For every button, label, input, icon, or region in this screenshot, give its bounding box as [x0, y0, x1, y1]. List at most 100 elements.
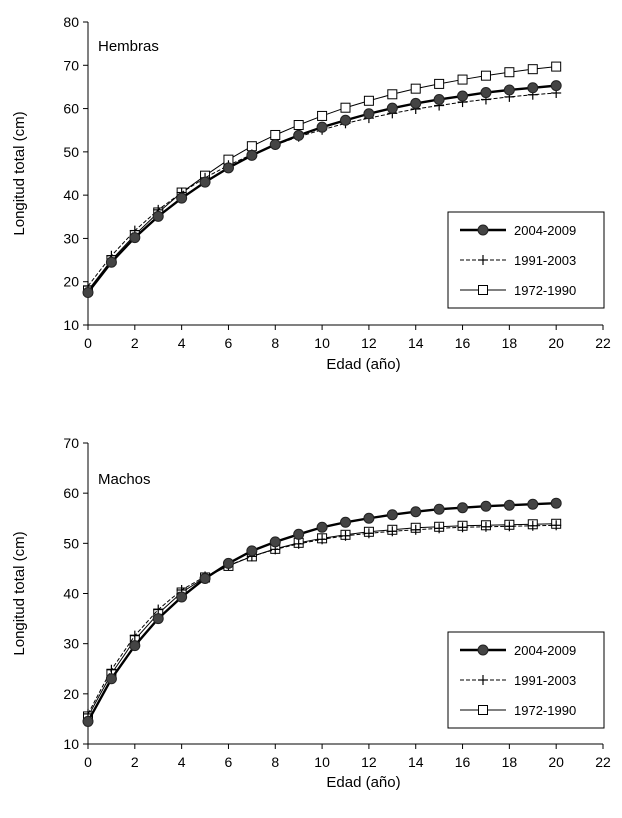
data-point — [434, 78, 445, 89]
y-tick-label: 10 — [63, 317, 79, 333]
data-point — [363, 512, 375, 524]
data-point — [363, 95, 374, 106]
x-tick-label: 12 — [361, 335, 377, 351]
x-tick-label: 12 — [361, 754, 377, 770]
y-tick-label: 50 — [63, 535, 79, 551]
data-point — [410, 83, 421, 94]
data-point — [457, 522, 468, 533]
x-tick-label: 4 — [178, 335, 186, 351]
data-point — [551, 520, 562, 531]
data-point — [433, 503, 445, 515]
data-point — [106, 664, 117, 675]
data-point — [152, 210, 164, 222]
y-tick-label: 40 — [63, 586, 79, 602]
data-point — [340, 114, 351, 126]
x-axis-title: Edad (año) — [326, 356, 400, 373]
data-point — [105, 256, 117, 268]
y-tick-label: 20 — [63, 274, 79, 290]
data-point — [434, 523, 445, 534]
data-point — [527, 82, 539, 94]
data-point — [152, 613, 164, 625]
data-point — [457, 74, 468, 85]
x-tick-label: 6 — [225, 754, 233, 770]
legend: 2004-2009 1991-2003 1972-1990 — [447, 211, 605, 309]
data-point — [129, 232, 141, 244]
legend-item: 2004-2009 — [460, 223, 576, 238]
y-tick-label: 50 — [63, 144, 79, 160]
data-point — [293, 538, 304, 549]
x-tick-label: 10 — [314, 335, 330, 351]
data-point — [340, 530, 351, 541]
data-point — [457, 90, 469, 102]
x-tick-label: 22 — [595, 754, 611, 770]
data-point — [222, 162, 234, 174]
x-tick-label: 14 — [408, 335, 424, 351]
chart-panel-2: 10 20 30 40 50 60 70 0 2 4 6 8 10 12 14 16 18 20 22 Edad (a… — [11, 435, 611, 791]
x-tick-label: 8 — [271, 754, 279, 770]
series-2004-2009 — [82, 497, 562, 727]
x-tick-label: 2 — [131, 335, 139, 351]
x-tick-label: 6 — [225, 335, 233, 351]
legend-marker — [478, 285, 488, 295]
data-point — [316, 521, 328, 533]
y-tick-label: 20 — [63, 686, 79, 702]
y-tick-label: 30 — [63, 230, 79, 246]
data-point — [387, 89, 398, 100]
data-point — [269, 536, 281, 548]
data-point — [293, 528, 305, 540]
data-point — [480, 70, 491, 81]
y-tick-label: 70 — [63, 435, 79, 451]
x-tick-label: 10 — [314, 754, 330, 770]
data-point — [222, 557, 234, 569]
data-point — [410, 524, 421, 535]
data-point — [293, 120, 304, 131]
data-point — [387, 526, 398, 537]
legend-marker — [477, 644, 489, 656]
x-axis-title: Edad (año) — [326, 774, 400, 791]
data-point — [317, 110, 328, 121]
series-2004-2009 — [82, 80, 562, 299]
data-point — [504, 67, 515, 78]
data-point — [433, 93, 445, 105]
y-tick-label: 70 — [63, 57, 79, 73]
data-point — [317, 534, 328, 545]
legend-label: 1991-2003 — [514, 253, 576, 268]
data-point — [269, 138, 281, 150]
legend-marker — [477, 224, 489, 236]
data-point — [504, 521, 515, 532]
x-tick-label: 16 — [455, 754, 471, 770]
legend-marker — [478, 675, 488, 685]
data-point — [363, 528, 374, 539]
data-point — [105, 673, 117, 685]
data-point — [551, 61, 562, 72]
legend-label: 2004-2009 — [514, 223, 576, 238]
y-tick-label: 40 — [63, 187, 79, 203]
x-tick-label: 14 — [408, 754, 424, 770]
data-point — [527, 64, 538, 75]
data-point — [503, 499, 515, 511]
x-tick-label: 20 — [548, 754, 564, 770]
x-tick-label: 16 — [455, 335, 471, 351]
data-point — [82, 287, 94, 299]
data-point — [246, 149, 258, 161]
data-point — [386, 102, 398, 114]
legend-label: 1991-2003 — [514, 673, 576, 688]
data-point — [527, 498, 539, 510]
legend-label: 1972-1990 — [514, 283, 576, 298]
legend-label: 2004-2009 — [514, 643, 576, 658]
x-tick-label: 18 — [502, 335, 518, 351]
x-tick-label: 8 — [271, 335, 279, 351]
y-tick-label: 60 — [63, 101, 79, 117]
data-point — [199, 572, 211, 584]
chart-panel-1: 10 20 30 40 50 60 70 80 0 2 4 6 8 10 12 14 16 18 20 22 Edad … — [11, 14, 611, 373]
data-point — [410, 506, 422, 518]
data-point — [129, 630, 140, 641]
y-axis-title: Longitud total (cm) — [11, 531, 28, 655]
x-tick-label: 20 — [548, 335, 564, 351]
legend-marker — [478, 705, 488, 715]
panel-label: Hembras — [98, 38, 159, 55]
data-point — [410, 97, 422, 109]
data-point — [293, 129, 305, 141]
y-tick-label: 60 — [63, 485, 79, 501]
